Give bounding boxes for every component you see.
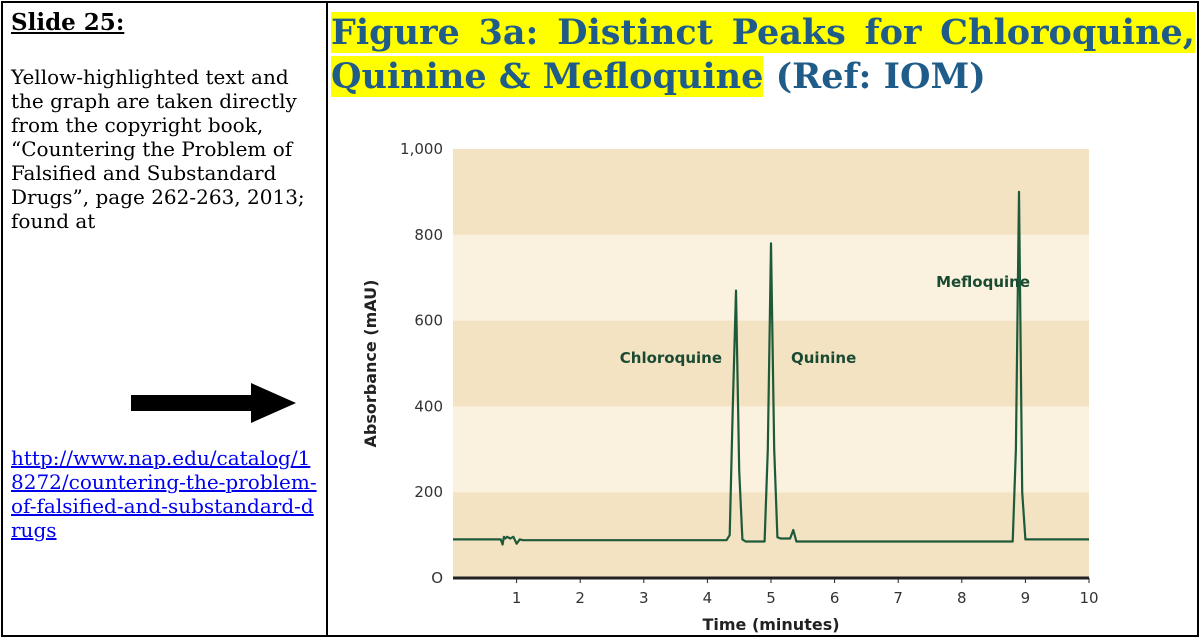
- x-tick-label: 4: [703, 589, 713, 607]
- chromatogram-trace: [453, 190, 1089, 546]
- y-tick-label: 800: [414, 226, 443, 244]
- x-tick-label: 3: [639, 589, 649, 607]
- figure-title: Figure 3a: Distinct Peaks for Chloroquin…: [331, 11, 1195, 99]
- x-tick-label: 2: [575, 589, 585, 607]
- chromatogram-chart: O 200 400 600 800 1,000 1 2 3 4 5 6 7 8 9 10 Time (minut…: [361, 140, 1099, 634]
- y-tick-label: 400: [414, 397, 443, 415]
- peak-label-chloroquine: Chloroquine: [620, 349, 722, 367]
- right-arrow-icon: [131, 383, 296, 423]
- x-tick-label: 7: [893, 589, 903, 607]
- x-tick-label: 5: [766, 589, 776, 607]
- grid-band: [453, 149, 1089, 235]
- source-note: Yellow-highlighted text and the graph ar…: [11, 65, 305, 233]
- x-tick-label: 8: [957, 589, 967, 607]
- figure-title-ref: (Ref: IOM): [763, 56, 986, 97]
- slide-title: Slide 25:: [11, 9, 125, 36]
- x-tick-label: 6: [830, 589, 840, 607]
- y-axis-label: Absorbance (mAU): [361, 280, 380, 448]
- peak-label-mefloquine: Mefloquine: [936, 273, 1030, 291]
- grid-band: [453, 492, 1089, 578]
- figure-panel: Figure 3a: Distinct Peaks for Chloroquin…: [328, 1, 1199, 637]
- slide-note-panel: Slide 25: Yellow-highlighted text and th…: [1, 1, 328, 637]
- peak-label-quinine: Quinine: [791, 349, 856, 367]
- grid-band: [453, 320, 1089, 407]
- y-tick-label: 1,000: [400, 140, 443, 158]
- x-axis-label: Time (minutes): [702, 615, 839, 634]
- x-tick-label: 9: [1021, 589, 1031, 607]
- x-tick-label: 1: [512, 589, 522, 607]
- y-tick-label: 200: [414, 483, 443, 501]
- source-link[interactable]: http://www.nap.edu/catalog/18272/counter…: [11, 446, 317, 542]
- x-tick-label: 10: [1079, 589, 1098, 607]
- grid-band: [453, 406, 1089, 493]
- y-tick-label: O: [431, 569, 443, 587]
- y-tick-label: 600: [414, 312, 443, 330]
